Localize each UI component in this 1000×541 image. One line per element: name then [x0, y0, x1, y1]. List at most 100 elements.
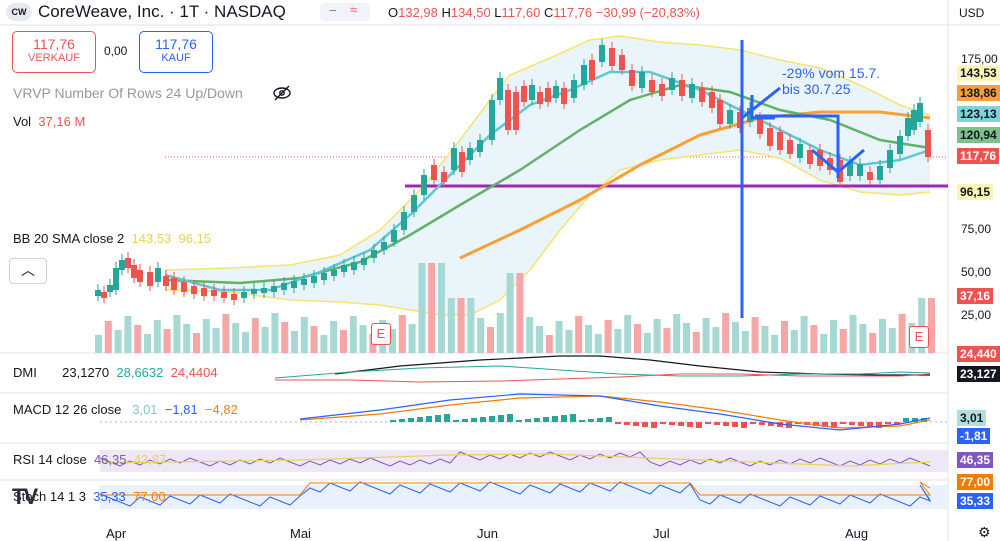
buy-button[interactable]: 117,76 KAUF — [139, 31, 213, 73]
bb-legend[interactable]: BB 20 SMA close 2 143,53 96,15 — [13, 231, 211, 246]
candle-body — [371, 250, 377, 258]
macd-histogram-bar — [705, 422, 711, 424]
volume-bar — [516, 273, 524, 353]
ohlc-readout: O132,98 H134,50 L117,60 C117,76 −30,99 (… — [388, 5, 700, 20]
volume-bar — [673, 314, 681, 353]
volume-bar — [839, 329, 847, 353]
sell-label: VERKAUF — [28, 52, 80, 64]
volume-bar — [585, 325, 592, 353]
candle-body — [163, 276, 169, 286]
candle-body — [917, 103, 923, 122]
rsi-legend[interactable]: RSI 14 close 46,35 43,87 — [13, 452, 166, 467]
vrvp-legend[interactable]: VRVP Number Of Rows 24 Up/Down — [13, 85, 243, 101]
volume-bar — [173, 315, 181, 353]
dmi-value-1: 23,1270 — [62, 365, 110, 380]
candle-body — [341, 265, 347, 272]
candle-body — [857, 164, 863, 176]
macd-histogram-bar — [471, 418, 477, 422]
price-axis-tag: 120,94 — [957, 127, 1000, 143]
bb-upper-value: 143,53 — [131, 231, 172, 246]
volume-bar — [389, 329, 396, 353]
macd-histogram-bar — [867, 422, 873, 427]
macd-value-1: 3,01 — [132, 402, 158, 417]
collapse-legend-button[interactable]: ︿ — [9, 258, 47, 284]
candle-body — [609, 48, 615, 66]
candle-body — [101, 292, 107, 298]
dmi-legend[interactable]: DMI 23,1270 28,6632 24,4404 — [13, 365, 218, 380]
volume-bar — [212, 328, 220, 353]
macd-histogram-bar — [633, 422, 639, 426]
candle-body — [877, 166, 883, 180]
macd-legend[interactable]: MACD 12 26 close 3,01 −1,81 −4,82 — [13, 402, 238, 417]
market-status-badge[interactable]: − ≈ — [320, 2, 370, 21]
volume-bar — [879, 319, 886, 353]
volume-bar — [447, 298, 455, 353]
volume-bar — [291, 331, 298, 353]
sell-button[interactable]: 117,76 VERKAUF — [12, 31, 96, 73]
wave-icon: ≈ — [350, 2, 358, 17]
stoch-value-1: 35,33 — [93, 489, 126, 504]
macd-histogram-bar — [561, 415, 567, 422]
candle-body — [505, 90, 511, 130]
candle-body — [497, 78, 503, 100]
candle-body — [95, 290, 101, 296]
macd-histogram-bar — [597, 418, 603, 422]
volume-bar — [928, 298, 935, 353]
volume-bar — [477, 318, 485, 353]
candle-body — [581, 65, 587, 85]
candle-body — [747, 108, 753, 122]
candle-body — [281, 283, 287, 290]
volume-bar — [771, 335, 779, 353]
candle-body — [727, 110, 733, 124]
macd-histogram-bar — [831, 422, 837, 428]
bb-lower-line — [164, 149, 931, 316]
volume-bar — [790, 330, 798, 353]
rsi-band — [100, 450, 948, 472]
dmi-value-3: 24,4404 — [170, 365, 218, 380]
candle-body — [513, 92, 519, 130]
annotation-v-mark — [811, 148, 865, 174]
volume-bar — [604, 320, 612, 353]
volume-bar — [271, 313, 279, 353]
candle-body — [709, 92, 715, 108]
price-axis-tag: 143,53 — [957, 65, 1000, 81]
earnings-marker[interactable]: E — [909, 326, 929, 348]
annotation-text[interactable]: -29% vom 15.7. bis 30.7.25 — [782, 65, 880, 97]
price-axis-tag: 23,127 — [957, 366, 1000, 382]
macd-histogram-bar — [840, 422, 846, 424]
price-axis-tag: 24,440 — [957, 346, 1000, 362]
price-axis-tag: 96,15 — [957, 184, 994, 200]
symbol-title[interactable]: CoreWeave, Inc. · 1T · NASDAQ — [38, 2, 286, 21]
price-axis-tag: 46,35 — [957, 452, 994, 468]
candle-body — [659, 84, 665, 96]
price-axis-tag: 37,16 — [957, 288, 994, 304]
volume-legend[interactable]: Vol 37,16 M — [13, 114, 85, 129]
volume-bar — [712, 327, 720, 353]
candle-body — [649, 80, 655, 92]
candle-body — [737, 112, 743, 128]
volume-bar — [124, 316, 132, 353]
volume-bar — [565, 330, 573, 353]
stoch-value-2: 77,00 — [133, 489, 166, 504]
macd-histogram-bar — [570, 414, 576, 422]
candle-body — [125, 258, 131, 268]
volume-bar — [202, 319, 210, 353]
volume-bar — [722, 313, 730, 353]
candle-body — [787, 140, 793, 154]
stoch-legend[interactable]: Stoch 14 1 3 35,33 77,00 — [13, 489, 166, 504]
volume-bar — [575, 316, 583, 353]
price-axis-tick: 75,00 — [961, 222, 992, 236]
gear-icon[interactable]: ⚙ — [978, 524, 991, 540]
candle-body — [767, 128, 773, 146]
earnings-marker[interactable]: E — [371, 323, 391, 345]
candle-body — [191, 286, 197, 294]
eye-off-icon[interactable] — [272, 84, 292, 102]
macd-histogram-bar — [408, 418, 414, 422]
volume-bar — [545, 335, 553, 353]
macd-histogram-bar — [822, 422, 828, 427]
volume-bar — [310, 326, 318, 353]
candle-body — [381, 242, 387, 250]
price-axis-tick: 25,00 — [961, 308, 992, 322]
currency-label[interactable]: USD — [959, 6, 985, 20]
